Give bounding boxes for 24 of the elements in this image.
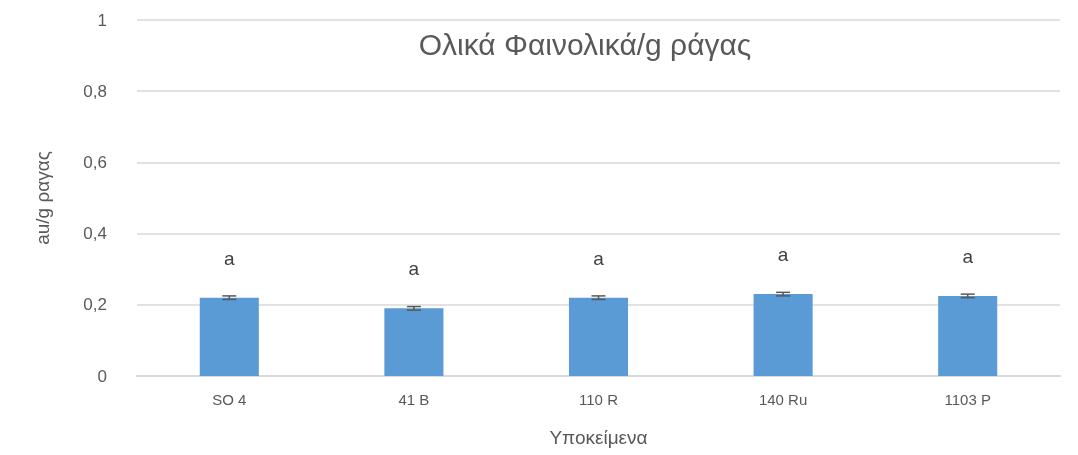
bar: [568, 297, 629, 376]
y-axis-title: au/g ραγας: [32, 151, 53, 245]
bar: [384, 308, 444, 376]
y-tick-label: 0,4: [83, 224, 107, 244]
y-tick-label: 0,6: [83, 152, 107, 172]
data-label: a: [777, 244, 789, 266]
x-tick-label: 41 B: [398, 391, 430, 408]
bar: [753, 294, 813, 376]
y-tick-label: 0: [97, 366, 107, 386]
x-tick-label: SO 4: [212, 391, 247, 408]
y-tick-label: 1: [97, 10, 107, 30]
data-label: a: [224, 247, 236, 269]
bar: [199, 297, 259, 376]
bar: [938, 295, 998, 376]
x-axis-title: Υποκείμενα: [549, 427, 648, 448]
y-tick-label: 0,2: [83, 295, 107, 315]
data-label: a: [962, 245, 974, 267]
x-tick-label: 140 Ru: [758, 391, 808, 408]
data-label: a: [408, 258, 420, 280]
chart-title: Ολικά Φαινολικά/g ράγας: [418, 27, 752, 61]
x-tick-label: 1103 P: [944, 391, 991, 408]
data-label: a: [593, 247, 605, 269]
y-tick-label: 0,8: [83, 81, 107, 101]
x-tick-label: 110 R: [579, 391, 619, 408]
